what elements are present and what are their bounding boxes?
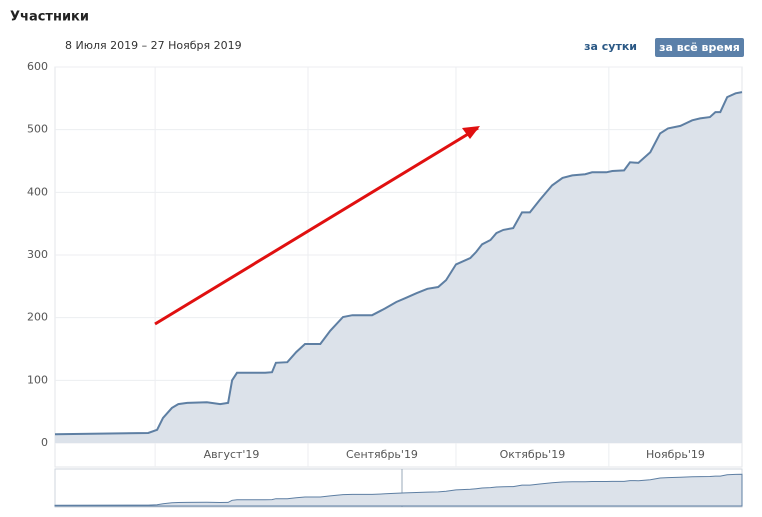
navigator-area	[54, 473, 743, 507]
title: Участники	[10, 10, 89, 25]
period-button[interactable]	[655, 38, 744, 57]
x-tick-label: Октябрь'19	[500, 448, 566, 461]
y-tick-label: 400	[27, 185, 48, 198]
period-link[interactable]: за сутки	[584, 40, 637, 53]
date-range: 8 Июля 2019 – 27 Ноября 2019	[65, 39, 242, 52]
y-tick-label: 0	[41, 436, 48, 449]
x-tick-label: Август'19	[204, 448, 260, 461]
y-tick-label: 600	[27, 60, 48, 73]
y-tick-label: 300	[27, 248, 48, 261]
y-tick-label: 100	[27, 373, 48, 386]
arrow	[154, 126, 479, 326]
arrow-head	[462, 126, 480, 139]
y-tick-label: 200	[27, 311, 48, 324]
y-tick-label: 500	[27, 123, 48, 136]
x-tick-label: Сентябрь'19	[346, 448, 418, 461]
line	[54, 91, 743, 436]
period-button-label[interactable]: за всё время	[659, 41, 740, 54]
x-tick-label: Ноябрь'19	[646, 448, 705, 461]
area	[55, 92, 742, 443]
